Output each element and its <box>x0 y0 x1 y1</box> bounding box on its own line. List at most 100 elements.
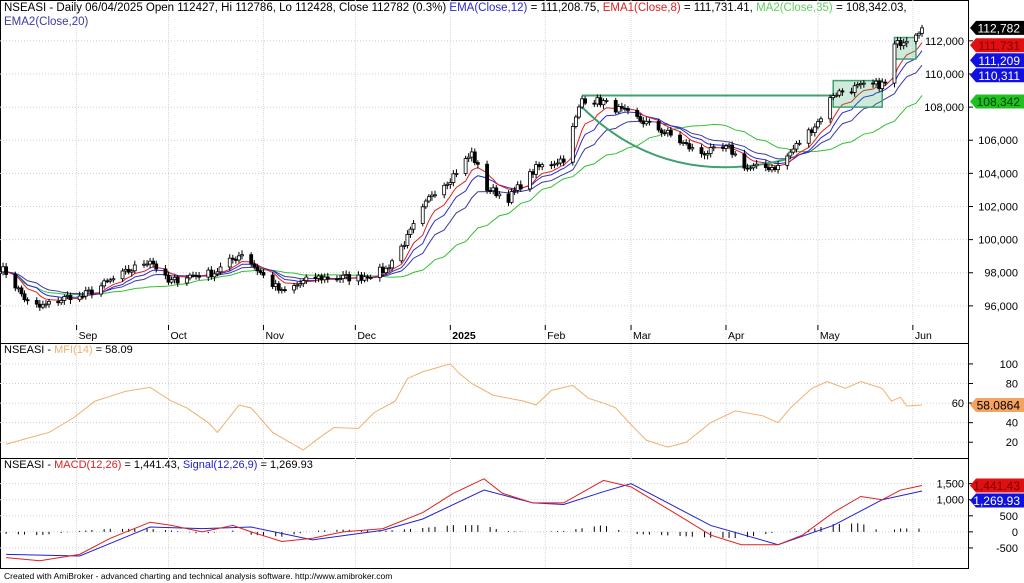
price-badge: 110,311 <box>970 68 1024 83</box>
candle <box>237 251 241 263</box>
candle-body <box>163 268 168 276</box>
candle <box>776 161 780 174</box>
candle-body <box>40 304 45 308</box>
candle <box>613 97 618 115</box>
candle <box>920 24 924 37</box>
x-tick-label: Mar <box>633 330 652 342</box>
candle-body <box>47 301 51 305</box>
candle <box>212 269 217 282</box>
candle-body <box>561 158 566 163</box>
candle-body <box>276 283 281 291</box>
y-tick-label: 96,000 <box>984 301 1018 313</box>
price-badge-bg <box>970 94 1024 109</box>
y-tick-label: 20 <box>1006 437 1018 449</box>
y-tick-label: 1,500 <box>936 479 964 491</box>
candle <box>405 230 410 249</box>
candle-body <box>304 276 309 282</box>
signal-line <box>6 483 923 557</box>
candle <box>809 127 814 136</box>
candle <box>748 165 753 171</box>
candle <box>163 264 168 280</box>
candle <box>745 163 750 172</box>
mfi-value: = 58.09 <box>92 344 133 356</box>
candle-body <box>635 110 640 117</box>
candle-body <box>34 300 39 305</box>
macd-prefix: NSEASI - <box>4 459 55 471</box>
signal-value: = 1,269.93 <box>257 459 313 471</box>
candle-body <box>344 274 349 276</box>
candle-body <box>555 162 560 165</box>
candle <box>304 274 309 285</box>
candle <box>83 286 88 300</box>
candle <box>917 31 921 39</box>
candle <box>148 257 153 269</box>
candle <box>537 161 542 171</box>
candle-body <box>763 163 768 168</box>
candle-body <box>766 167 771 171</box>
signal-badge: 1,269.93 <box>970 493 1024 508</box>
candle-body <box>405 234 410 246</box>
candle <box>721 142 725 152</box>
candle <box>570 122 575 166</box>
candle <box>390 258 395 271</box>
candle <box>19 285 24 297</box>
candle <box>218 262 223 275</box>
candle <box>794 140 799 153</box>
candle-body <box>831 95 836 99</box>
candle <box>59 297 64 305</box>
candle-body <box>390 260 395 269</box>
candle <box>828 94 833 123</box>
candle-body <box>577 106 581 118</box>
candle <box>89 286 94 299</box>
candle-body <box>917 32 921 36</box>
price-badge-bg <box>970 53 1024 68</box>
candle <box>497 191 502 199</box>
x-tick-label: Jun <box>915 330 932 342</box>
candle-body <box>788 151 793 157</box>
candle <box>659 127 664 137</box>
candle <box>840 88 845 96</box>
candle-body <box>665 130 670 134</box>
candle <box>169 276 174 285</box>
candle-body <box>249 254 254 265</box>
candle <box>687 139 692 152</box>
candle-body <box>120 270 125 280</box>
candle <box>44 300 48 309</box>
candle-body <box>914 34 918 42</box>
candle <box>665 127 670 137</box>
price-badge: 111,731 <box>970 38 1024 53</box>
candle-body <box>44 303 48 306</box>
candle <box>837 88 842 98</box>
candle <box>25 297 30 305</box>
price-badge-bg <box>970 68 1024 83</box>
candle <box>623 104 627 112</box>
candle-body <box>215 271 220 275</box>
candle <box>466 153 471 163</box>
candle <box>730 141 735 158</box>
candle <box>292 282 296 294</box>
candle <box>408 226 413 238</box>
candle <box>16 285 21 293</box>
candle <box>68 292 73 305</box>
candle-body <box>828 97 833 120</box>
candle <box>433 190 437 198</box>
mfi-panel-header: NSEASI - MFI(14) = 58.09 <box>4 344 133 356</box>
candle <box>855 81 860 89</box>
candle <box>123 265 128 275</box>
ema12-line <box>0 50 923 298</box>
candle-body <box>123 268 128 272</box>
candle <box>120 268 125 282</box>
candle <box>763 159 768 172</box>
candle <box>356 271 361 286</box>
candle <box>684 139 689 146</box>
candle-body <box>840 90 845 93</box>
candle <box>359 271 364 284</box>
candle-body <box>852 85 857 93</box>
candle <box>420 203 425 227</box>
candle <box>227 254 232 271</box>
candle <box>819 116 823 125</box>
candle <box>641 117 646 128</box>
candle <box>724 143 728 152</box>
ema8-line <box>0 42 923 301</box>
